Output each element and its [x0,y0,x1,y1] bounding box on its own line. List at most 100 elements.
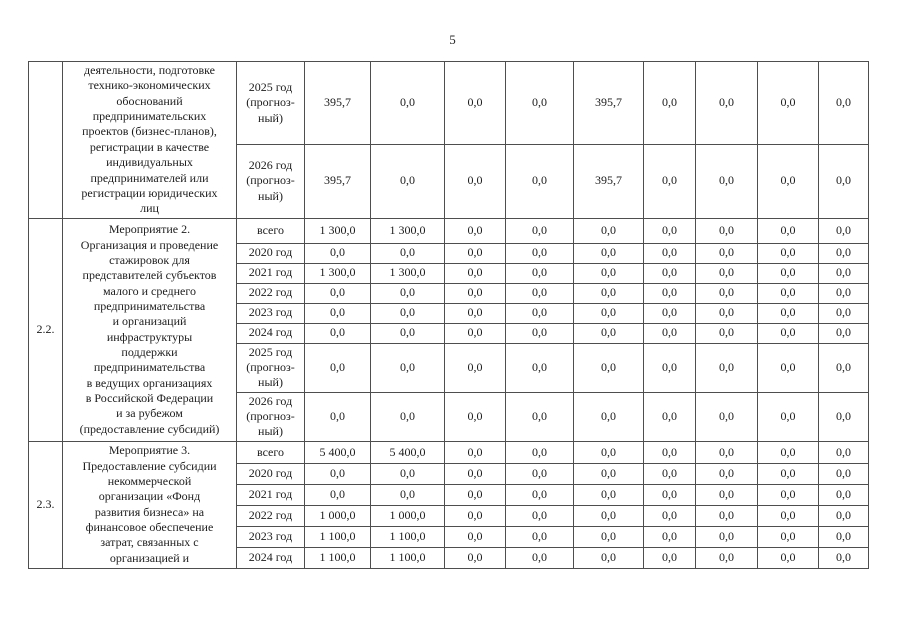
row-number-cell: 2.3. [28,440,63,569]
value-cell: 0,0 [757,217,819,244]
value-cell: 0,0 [370,61,445,145]
value-cell: 0,0 [695,262,758,284]
value-cell: 0,0 [695,546,758,569]
value-cell: 0,0 [818,282,869,304]
value-cell: 395,7 [304,143,371,219]
description-cell: деятельности, подготовке технико-экономи… [62,61,237,219]
value-cell: 0,0 [304,242,371,264]
value-cell: 0,0 [505,342,574,393]
value-cell: 0,0 [505,282,574,304]
period-cell: всего [236,440,305,464]
table-row: 2020 год 0,0 0,0 0,0 0,0 0,0 0,0 0,0 0,0 0,0 [29,462,869,485]
value-cell: 0,0 [444,391,506,442]
value-cell: 0,0 [818,546,869,569]
period-cell: 2026 год (прогноз- ный) [236,391,305,442]
value-cell: 0,0 [818,242,869,264]
table-row: 2026 год (прогноз- ный) 0,0 0,0 0,0 0,0 0,0 0,… [29,391,869,442]
value-cell: 0,0 [757,302,819,324]
value-cell: 0,0 [643,242,696,264]
value-cell: 0,0 [757,440,819,464]
value-cell: 0,0 [573,391,644,442]
value-cell: 0,0 [757,342,819,393]
value-cell: 0,0 [573,546,644,569]
value-cell: 0,0 [643,504,696,527]
value-cell: 0,0 [643,302,696,324]
value-cell: 0,0 [757,262,819,284]
value-cell: 0,0 [643,217,696,244]
value-cell: 0,0 [757,525,819,548]
table-row: 2021 год 1 300,0 1 300,0 0,0 0,0 0,0 0,0 0,0 0,0… [29,262,869,284]
table-row: 2026 год (прогноз- ный) 395,7 0,0 0,0 0,0 395… [29,143,869,219]
value-cell: 0,0 [505,302,574,324]
value-cell: 0,0 [573,525,644,548]
value-cell: 0,0 [370,462,445,485]
value-cell: 0,0 [370,143,445,219]
value-cell: 0,0 [818,504,869,527]
value-cell: 0,0 [444,262,506,284]
value-cell: 0,0 [695,462,758,485]
value-cell: 0,0 [818,525,869,548]
value-cell: 0,0 [304,483,371,506]
budget-table-body: деятельности, подготовке технико-экономи… [28,61,869,569]
value-cell: 0,0 [505,504,574,527]
value-cell: 0,0 [695,302,758,324]
value-cell: 0,0 [818,143,869,219]
value-cell: 0,0 [643,342,696,393]
value-cell: 0,0 [304,342,371,393]
value-cell: 0,0 [643,322,696,344]
value-cell: 0,0 [695,217,758,244]
value-cell: 0,0 [695,440,758,464]
value-cell: 0,0 [444,462,506,485]
value-cell: 0,0 [370,483,445,506]
value-cell: 0,0 [818,61,869,145]
value-cell: 0,0 [818,342,869,393]
value-cell: 0,0 [370,282,445,304]
value-cell: 0,0 [695,525,758,548]
value-cell: 0,0 [643,143,696,219]
value-cell: 0,0 [444,342,506,393]
value-cell: 395,7 [573,61,644,145]
value-cell: 0,0 [695,483,758,506]
value-cell: 0,0 [573,217,644,244]
table-row: 2024 год 0,0 0,0 0,0 0,0 0,0 0,0 0,0 0,0 0,0 [29,322,869,344]
value-cell: 0,0 [444,546,506,569]
value-cell: 0,0 [505,391,574,442]
value-cell: 0,0 [370,242,445,264]
value-cell: 1 300,0 [304,217,371,244]
period-cell: 2023 год [236,525,305,548]
value-cell: 0,0 [505,217,574,244]
value-cell: 0,0 [757,242,819,264]
value-cell: 0,0 [444,440,506,464]
page-number: 5 [449,32,456,47]
value-cell: 0,0 [304,462,371,485]
value-cell: 1 300,0 [370,262,445,284]
value-cell: 0,0 [505,440,574,464]
value-cell: 0,0 [695,61,758,145]
value-cell: 1 300,0 [304,262,371,284]
value-cell: 395,7 [573,143,644,219]
value-cell: 0,0 [444,282,506,304]
value-cell: 0,0 [818,262,869,284]
value-cell: 0,0 [444,525,506,548]
value-cell: 0,0 [505,546,574,569]
value-cell: 0,0 [643,462,696,485]
value-cell: 0,0 [573,342,644,393]
value-cell: 0,0 [505,525,574,548]
value-cell: 0,0 [757,483,819,506]
period-cell: 2026 год (прогноз- ный) [236,143,305,219]
value-cell: 1 100,0 [370,525,445,548]
value-cell: 0,0 [757,546,819,569]
value-cell: 1 100,0 [370,546,445,569]
value-cell: 0,0 [370,342,445,393]
value-cell: 0,0 [818,322,869,344]
value-cell: 0,0 [695,391,758,442]
value-cell: 0,0 [444,504,506,527]
value-cell: 0,0 [444,483,506,506]
value-cell: 0,0 [573,242,644,264]
period-cell: 2022 год [236,504,305,527]
period-cell: 2023 год [236,302,305,324]
value-cell: 0,0 [643,440,696,464]
value-cell: 0,0 [757,391,819,442]
value-cell: 0,0 [304,322,371,344]
value-cell: 0,0 [505,61,574,145]
